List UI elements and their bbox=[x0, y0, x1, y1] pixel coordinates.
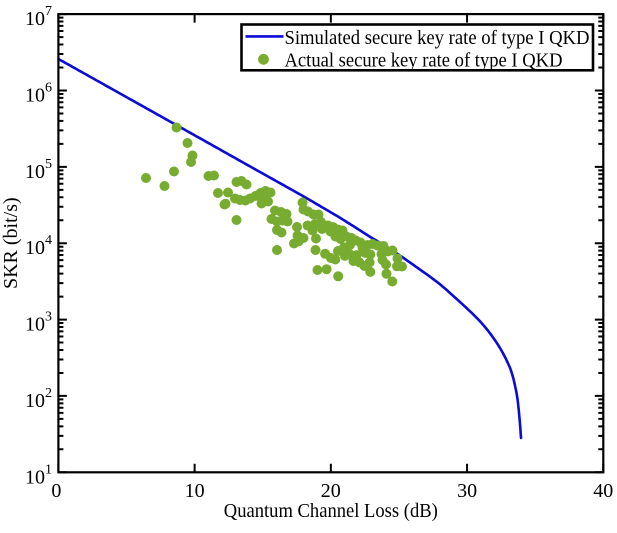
svg-text:Actual secure key rate of type: Actual secure key rate of type I QKD bbox=[285, 51, 563, 72]
svg-text:10: 10 bbox=[185, 480, 205, 502]
svg-text:0: 0 bbox=[51, 480, 61, 502]
svg-text:Simulated secure key rate of t: Simulated secure key rate of type I QKD bbox=[285, 28, 590, 49]
svg-text:SKR (bit/s): SKR (bit/s) bbox=[0, 197, 22, 289]
svg-text:30: 30 bbox=[457, 480, 477, 502]
svg-text:Quantum Channel Loss (dB): Quantum Channel Loss (dB) bbox=[224, 500, 438, 522]
svg-text:40: 40 bbox=[593, 480, 613, 502]
svg-text:20: 20 bbox=[321, 480, 341, 502]
